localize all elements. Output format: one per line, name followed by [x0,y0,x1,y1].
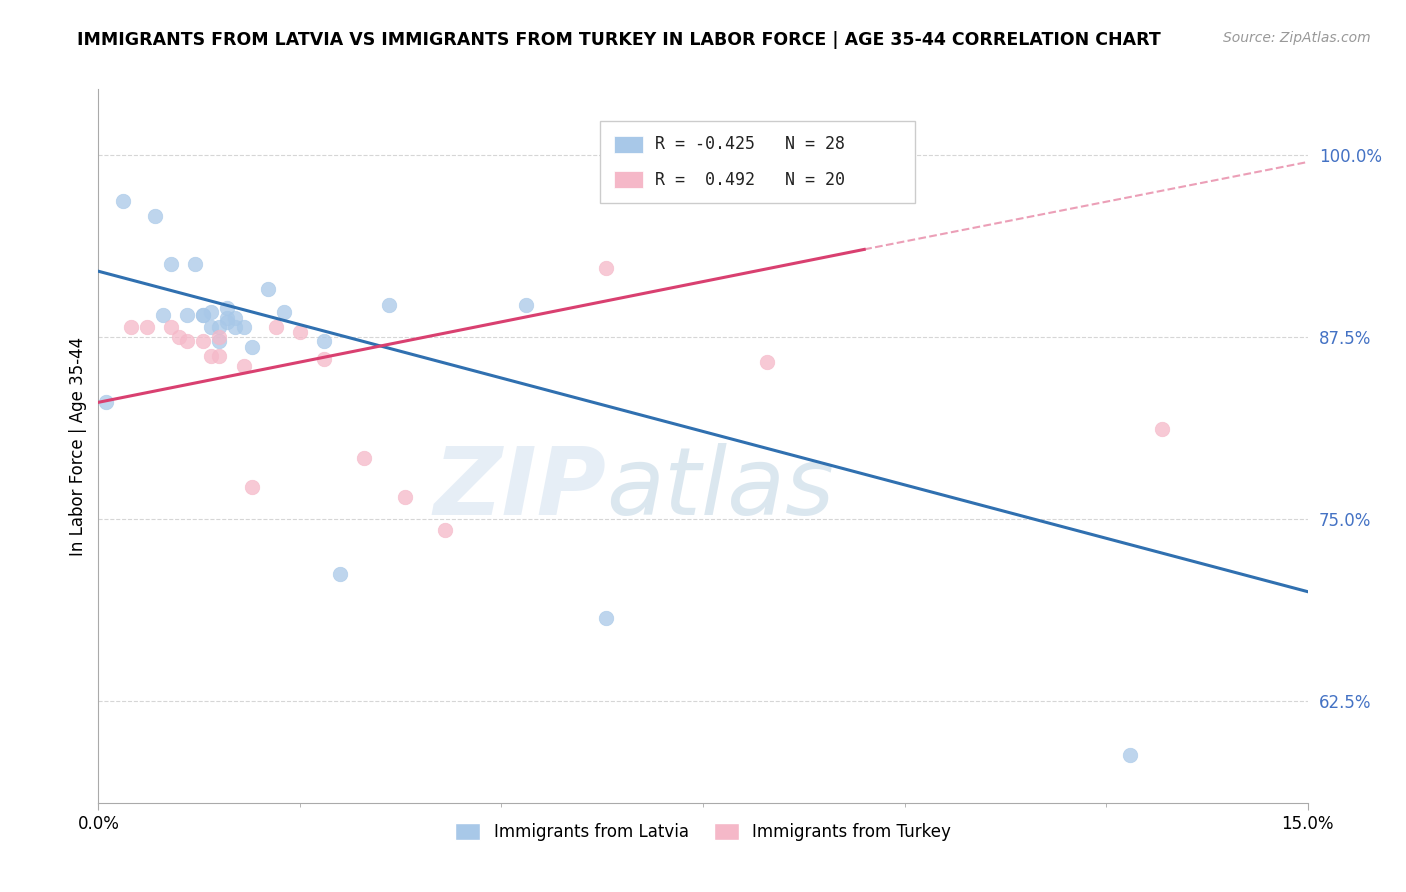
Point [193,334,215,348]
Point [232,359,254,373]
Point [217,301,239,315]
Point [264,319,287,334]
Point [208,349,231,363]
Point [111,194,134,209]
Point [184,257,207,271]
Point [217,315,239,329]
Point [217,310,239,325]
Point [143,209,166,223]
Point [273,305,295,319]
Point [240,480,263,494]
Point [224,310,246,325]
Text: ZIP: ZIP [433,442,606,535]
Point [176,308,198,322]
Point [314,334,336,348]
Point [353,450,375,465]
Point [256,282,278,296]
Point [224,319,246,334]
Point [167,330,190,344]
Point [200,349,222,363]
Point [1152,421,1174,435]
Point [160,257,183,271]
Text: IMMIGRANTS FROM LATVIA VS IMMIGRANTS FROM TURKEY IN LABOR FORCE | AGE 35-44 CORR: IMMIGRANTS FROM LATVIA VS IMMIGRANTS FRO… [77,31,1161,49]
Point [434,524,457,538]
Text: R = -0.425   N = 28: R = -0.425 N = 28 [655,136,845,153]
Point [208,319,231,334]
Point [152,308,174,322]
Point [135,319,157,334]
Point [288,326,311,340]
Point [595,261,617,276]
Point [314,351,336,366]
Text: Source: ZipAtlas.com: Source: ZipAtlas.com [1223,31,1371,45]
Point [240,340,263,354]
Text: atlas: atlas [606,443,835,534]
Point [756,354,779,368]
Point [160,319,183,334]
Point [394,490,416,504]
Y-axis label: In Labor Force | Age 35-44: In Labor Force | Age 35-44 [69,336,87,556]
Point [200,319,222,334]
Point [515,298,537,312]
Point [208,330,231,344]
Legend: Immigrants from Latvia, Immigrants from Turkey: Immigrants from Latvia, Immigrants from … [449,816,957,848]
Point [232,319,254,334]
Point [193,308,215,322]
FancyBboxPatch shape [600,121,915,203]
Text: R =  0.492   N = 20: R = 0.492 N = 20 [655,171,845,189]
FancyBboxPatch shape [613,136,643,153]
Point [96,395,118,409]
FancyBboxPatch shape [613,171,643,188]
Point [1119,747,1142,762]
Point [377,298,399,312]
Point [120,319,142,334]
Point [200,305,222,319]
Point [193,308,215,322]
Point [595,611,617,625]
Point [176,334,198,348]
Point [208,334,231,348]
Point [329,567,352,582]
